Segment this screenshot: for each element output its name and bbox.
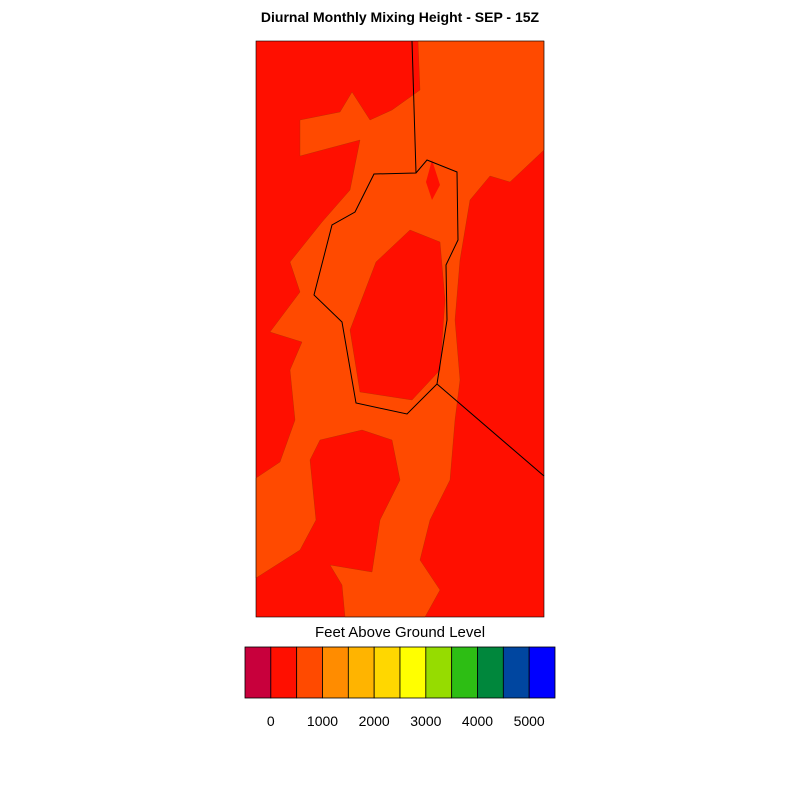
colorbar-box: [322, 646, 349, 699]
colorbar-box: [399, 646, 427, 699]
colorbar-box: [373, 646, 401, 699]
colorbar-tick-label: 0: [267, 713, 275, 729]
colorbar-tick-label: 3000: [410, 713, 441, 729]
colorbar-tick-label: 2000: [359, 713, 390, 729]
boundary-line: [411, 40, 417, 174]
colorbar-tick-label: 5000: [514, 713, 545, 729]
colorbar-box: [451, 646, 478, 699]
colorbar-box: [425, 646, 453, 699]
colorbar-box: [244, 646, 272, 699]
colorbar-tick-label: 4000: [462, 713, 493, 729]
colorbar-box: [296, 646, 323, 699]
colorbar-box: [477, 646, 504, 699]
colorbar-box: [502, 646, 530, 699]
map: [255, 40, 545, 618]
contour-region: [426, 160, 440, 200]
colorbar-label: Feet Above Ground Level: [315, 624, 485, 641]
boundary-line: [436, 383, 545, 477]
colorbar: 0 1000 2000 3000 4000 5000: [244, 646, 556, 729]
map-title: Diurnal Monthly Mixing Height - SEP - 15…: [261, 9, 540, 25]
colorbar-box: [528, 646, 556, 699]
contour-region: [349, 229, 446, 401]
boundary-line: [313, 159, 459, 415]
colorbar-box: [347, 646, 375, 699]
colorbar-tick-label: 1000: [307, 713, 338, 729]
boundaries: [313, 40, 545, 477]
map-frame: [255, 40, 545, 618]
colorbar-box: [270, 646, 298, 699]
